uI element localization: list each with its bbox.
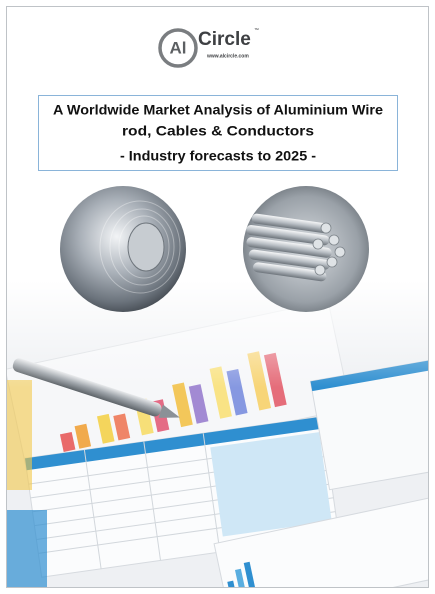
logo-trademark: ™ [254,27,259,33]
title-line: A Worldwide Market Analysis of Aluminium… [53,102,383,118]
wire-rod-coil-image [60,186,186,312]
logo-name: Circle [198,29,251,50]
title-line: rod, Cables & Conductors [122,123,314,139]
page: Al Circle ™ www.alcircle.com A Worldwide… [0,0,435,594]
cover: Al Circle ™ www.alcircle.com A Worldwide… [0,0,435,594]
logo-url: www.alcircle.com [206,53,249,59]
logo-mark: Al [170,38,187,57]
subtitle: - Industry forecasts to 2025 - [120,148,316,164]
background-papers [5,280,435,594]
